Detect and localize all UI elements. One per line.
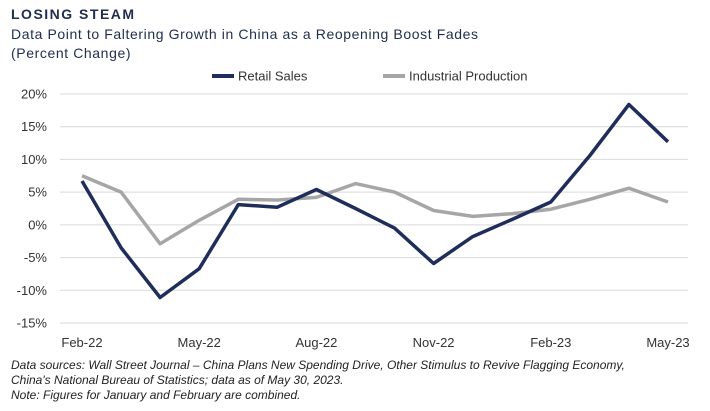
source-line-2: China's National Bureau of Statistics; d… xyxy=(11,373,344,387)
legend-label-retail-sales: Retail Sales xyxy=(238,69,308,84)
series-line-retail-sales xyxy=(80,102,670,300)
x-tick-label: May-22 xyxy=(178,335,221,350)
y-tick-label: 20% xyxy=(21,87,47,102)
series-line-industrial-production xyxy=(81,174,669,246)
x-tick-label: Feb-22 xyxy=(61,335,102,350)
grid-layer xyxy=(60,93,688,324)
x-tick-label: Feb-23 xyxy=(530,335,571,350)
y-tick-label: 15% xyxy=(21,119,47,134)
note-line: Note: Figures for January and February a… xyxy=(11,388,301,402)
chart-title: LOSING STEAM xyxy=(11,6,136,22)
y-tick-label: -5% xyxy=(24,250,48,265)
x-tick-label: May-23 xyxy=(646,335,689,350)
legend: Retail Sales Industrial Production xyxy=(212,69,528,84)
chart-svg: 20% 15% 10% 5% 0% -5% -10% -15% Feb-22 May-22 Aug… xyxy=(17,69,690,351)
chart-subtitle: Data Point to Faltering Growth in China … xyxy=(11,26,479,42)
y-tick-label: -15% xyxy=(17,316,48,331)
y-tick-label: 10% xyxy=(21,152,47,167)
legend-label-industrial-production: Industrial Production xyxy=(409,69,528,84)
y-tick-label: 5% xyxy=(28,185,47,200)
y-tick-label: -10% xyxy=(17,283,48,298)
x-tick-label: Aug-22 xyxy=(295,335,337,350)
y-axis-ticks: 20% 15% 10% 5% 0% -5% -10% -15% xyxy=(17,87,48,331)
x-tick-label: Nov-22 xyxy=(413,335,455,350)
chart-notes: Data sources: Wall Street Journal – Chin… xyxy=(11,358,625,403)
source-line-1: Data sources: Wall Street Journal – Chin… xyxy=(11,358,625,372)
series-lines xyxy=(80,102,670,300)
chart-subtitle-units: (Percent Change) xyxy=(11,45,132,61)
y-tick-label: 0% xyxy=(28,217,47,232)
x-axis-ticks: Feb-22 May-22 Aug-22 Nov-22 Feb-23 May-23 xyxy=(61,335,689,350)
